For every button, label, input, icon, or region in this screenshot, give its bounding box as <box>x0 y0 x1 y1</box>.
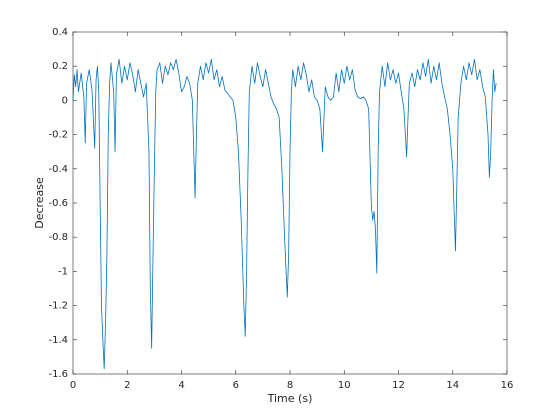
x-tick-label: 12 <box>392 380 405 391</box>
x-tick-label: 2 <box>124 380 130 391</box>
x-axis-label: Time (s) <box>267 392 313 405</box>
x-tick-label: 10 <box>338 380 351 391</box>
y-tick-label: -0.6 <box>48 198 68 209</box>
y-tick-label: -1.6 <box>48 369 68 380</box>
y-tick-label: -1.2 <box>48 301 68 312</box>
x-tick-label: 8 <box>287 380 293 391</box>
x-tick-label: 4 <box>178 380 184 391</box>
y-tick-label: 0.4 <box>52 27 68 38</box>
x-tick-label: 14 <box>446 380 459 391</box>
y-tick-label: 0.2 <box>52 61 68 72</box>
y-tick-label: -0.4 <box>48 164 68 175</box>
y-tick-label: -1 <box>58 266 68 277</box>
x-tick-label: 6 <box>233 380 239 391</box>
data-line <box>72 58 497 370</box>
x-tick-label: 0 <box>70 380 76 391</box>
x-tick-label: 16 <box>501 380 514 391</box>
y-tick-label: -0.2 <box>48 130 68 141</box>
y-tick-label: -0.8 <box>48 232 68 243</box>
y-tick-label: -1.4 <box>48 335 68 346</box>
y-axis-label: Decrease <box>33 177 46 229</box>
y-tick-label: 0 <box>62 95 68 106</box>
